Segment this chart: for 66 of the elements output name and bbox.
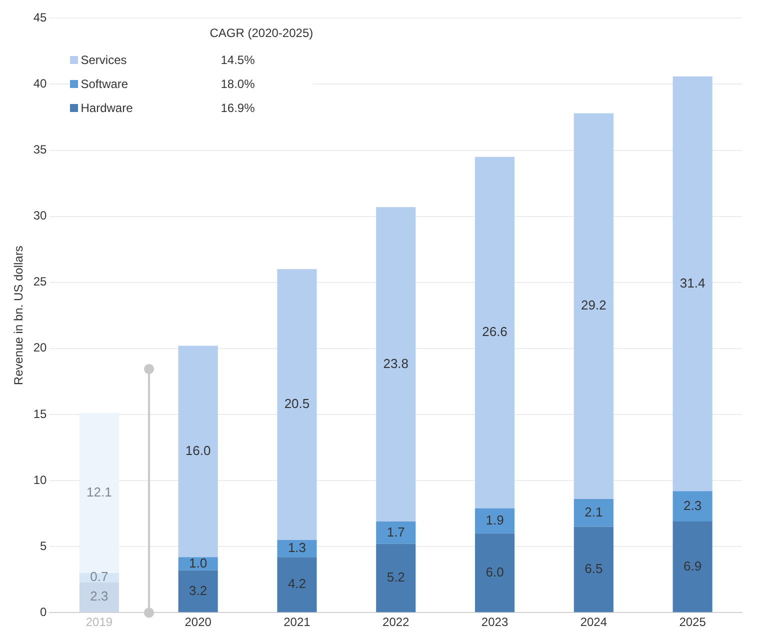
x-tick-label: 2019 — [86, 615, 113, 630]
data-label: 5.2 — [386, 570, 405, 585]
x-tick-label: 2025 — [679, 615, 706, 630]
bar — [672, 491, 712, 522]
bar — [277, 540, 317, 558]
x-tick-label: 2021 — [284, 615, 311, 630]
bar — [79, 413, 119, 573]
y-tick-label: 45 — [33, 10, 48, 25]
data-label: 2.3 — [90, 588, 108, 604]
x-tick-label: 2023 — [481, 615, 508, 630]
x-tick-label: 2024 — [580, 615, 608, 630]
data-label: 2.1 — [584, 504, 603, 520]
y-tick-label: 15 — [33, 406, 48, 421]
x-tick-label: 2022 — [382, 615, 410, 630]
data-label: 3.2 — [189, 582, 208, 598]
y-tick-label: 30 — [33, 208, 48, 223]
y-tick-label: 20 — [33, 340, 48, 355]
data-label: 4.2 — [288, 576, 306, 592]
data-label: 6.0 — [486, 564, 504, 580]
legend-label: Software — [80, 77, 130, 92]
annotation: 14.5% — [220, 53, 255, 68]
bar — [178, 570, 218, 612]
bar — [574, 113, 614, 500]
legend-label: Hardware — [80, 101, 134, 116]
data-label: 6.9 — [684, 558, 702, 574]
data-label: 6.5 — [584, 561, 603, 576]
legend-label: Services — [80, 53, 128, 68]
bar — [474, 508, 515, 534]
bar — [672, 521, 712, 612]
data-label: 1.0 — [189, 555, 208, 570]
bar — [474, 156, 515, 508]
bar — [277, 557, 317, 612]
bar — [376, 521, 416, 544]
bar — [474, 533, 515, 612]
data-label: 23.8 — [383, 356, 409, 371]
y-tick-label: 35 — [33, 142, 48, 157]
data-label: 31.4 — [680, 275, 706, 290]
data-label: 12.1 — [86, 484, 112, 500]
annotation: 16.9% — [220, 101, 255, 116]
y-tick-label: 5 — [40, 538, 48, 553]
bar — [178, 557, 218, 570]
bar — [178, 346, 218, 558]
bar — [79, 582, 119, 612]
x-tick-label: 2020 — [184, 615, 212, 630]
data-label: 20.5 — [284, 396, 310, 412]
legend-title: CAGR (2020-2025) — [210, 26, 314, 40]
y-tick-label: 0 — [40, 604, 48, 619]
data-label: 29.2 — [581, 298, 606, 313]
bar — [376, 207, 416, 522]
bar — [277, 269, 317, 540]
data-label: 2.3 — [684, 498, 702, 513]
annotation: 18.0% — [220, 77, 255, 92]
y-tick-label: 40 — [33, 76, 48, 91]
data-label: 1.7 — [386, 524, 405, 540]
bar — [376, 544, 416, 612]
data-label: 1.9 — [486, 512, 504, 528]
bar — [672, 76, 712, 492]
data-label: 26.6 — [482, 324, 508, 340]
bar — [574, 499, 614, 527]
data-label: 16.0 — [185, 443, 211, 458]
y-tick-label: 25 — [33, 274, 48, 289]
bar — [574, 526, 614, 612]
y-tick-label: 10 — [33, 472, 48, 487]
y-axis-title: Revenue in bn. US dollars — [12, 246, 26, 386]
data-label: 1.3 — [288, 540, 306, 556]
data-label: 0.7 — [90, 569, 108, 584]
